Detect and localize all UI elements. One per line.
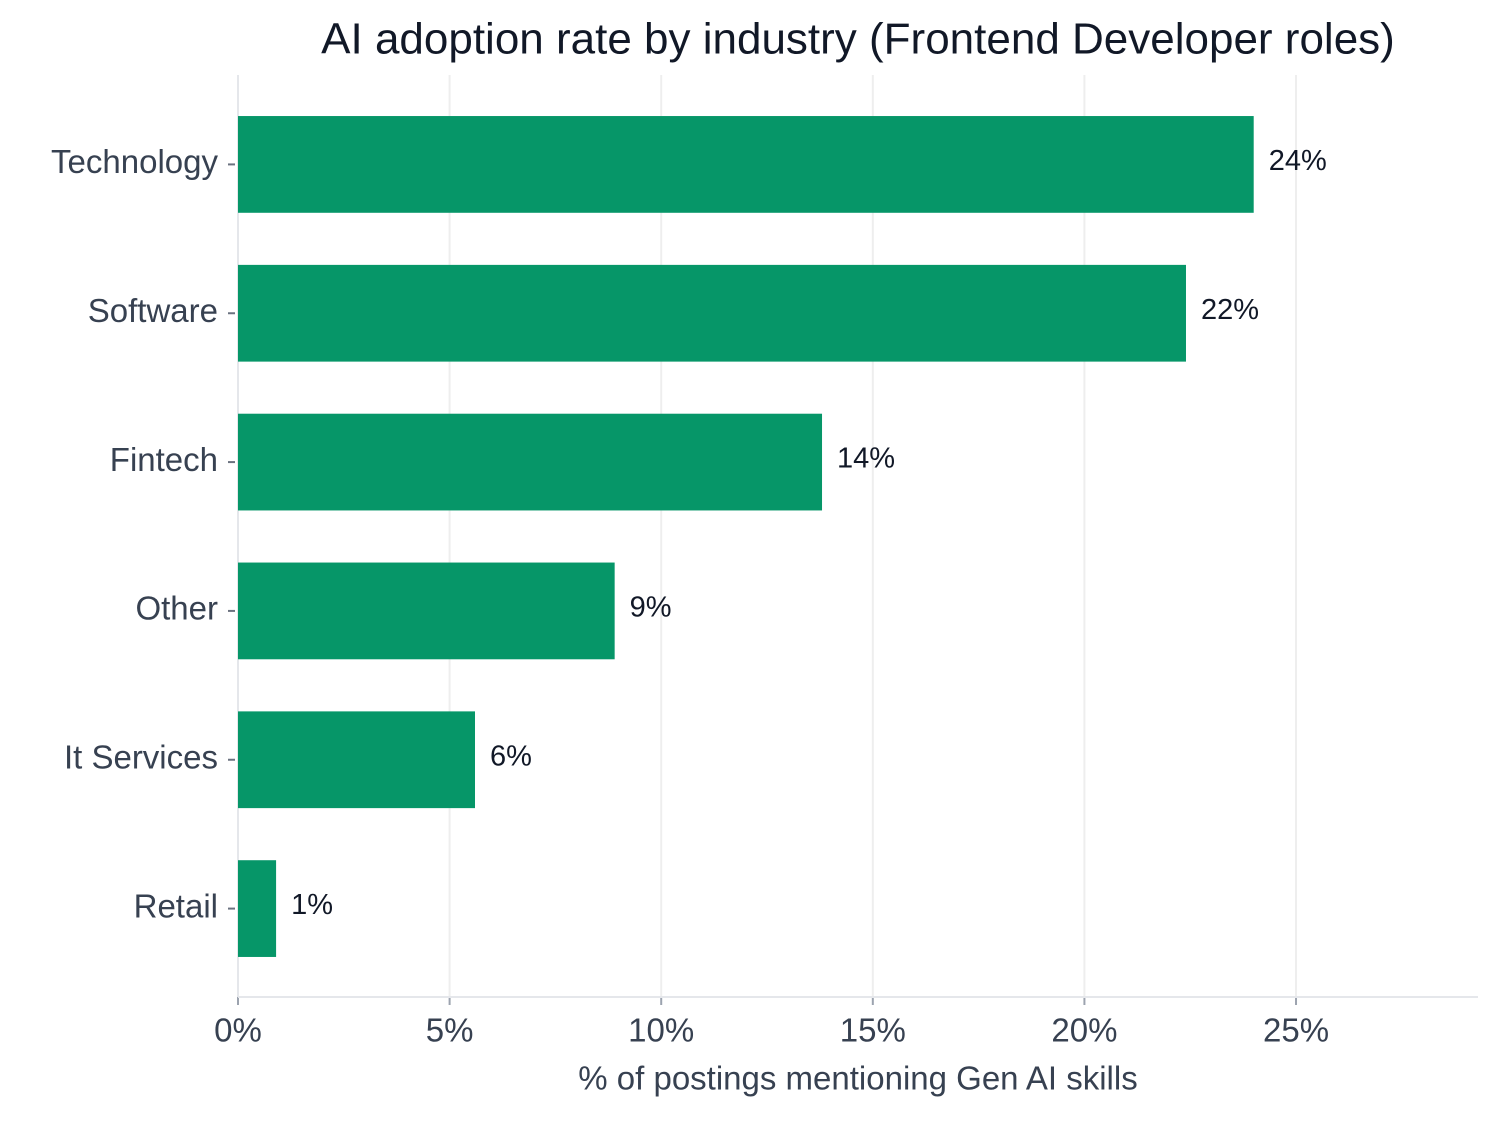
x-tick-label: 25% [1263, 1012, 1329, 1049]
bar [238, 860, 277, 957]
y-tick-label: It Services [64, 738, 218, 775]
bar [238, 264, 1186, 362]
bar [238, 562, 615, 660]
x-tick-label: 20% [1051, 1012, 1117, 1049]
bar [238, 711, 475, 809]
value-label: 9% [630, 592, 672, 624]
y-tick-label: Software [88, 292, 218, 329]
x-axis-label: % of postings mentioning Gen AI skills [578, 1060, 1137, 1097]
chart-title: AI adoption rate by industry (Frontend D… [321, 15, 1395, 64]
y-tick-label: Fintech [110, 441, 218, 478]
bar [238, 116, 1254, 213]
value-label: 14% [837, 443, 895, 475]
value-label: 6% [490, 740, 532, 772]
y-tick-label: Technology [51, 143, 218, 180]
y-tick-label: Retail [134, 887, 218, 924]
bar [238, 413, 823, 511]
x-tick-label: 15% [840, 1012, 906, 1049]
x-tick-label: 10% [628, 1012, 694, 1049]
value-label: 1% [291, 889, 333, 921]
x-tick-label: 0% [214, 1012, 262, 1049]
value-label: 22% [1201, 294, 1259, 326]
value-label: 24% [1269, 145, 1327, 177]
x-tick-label: 5% [426, 1012, 474, 1049]
y-tick-label: Other [135, 590, 218, 627]
